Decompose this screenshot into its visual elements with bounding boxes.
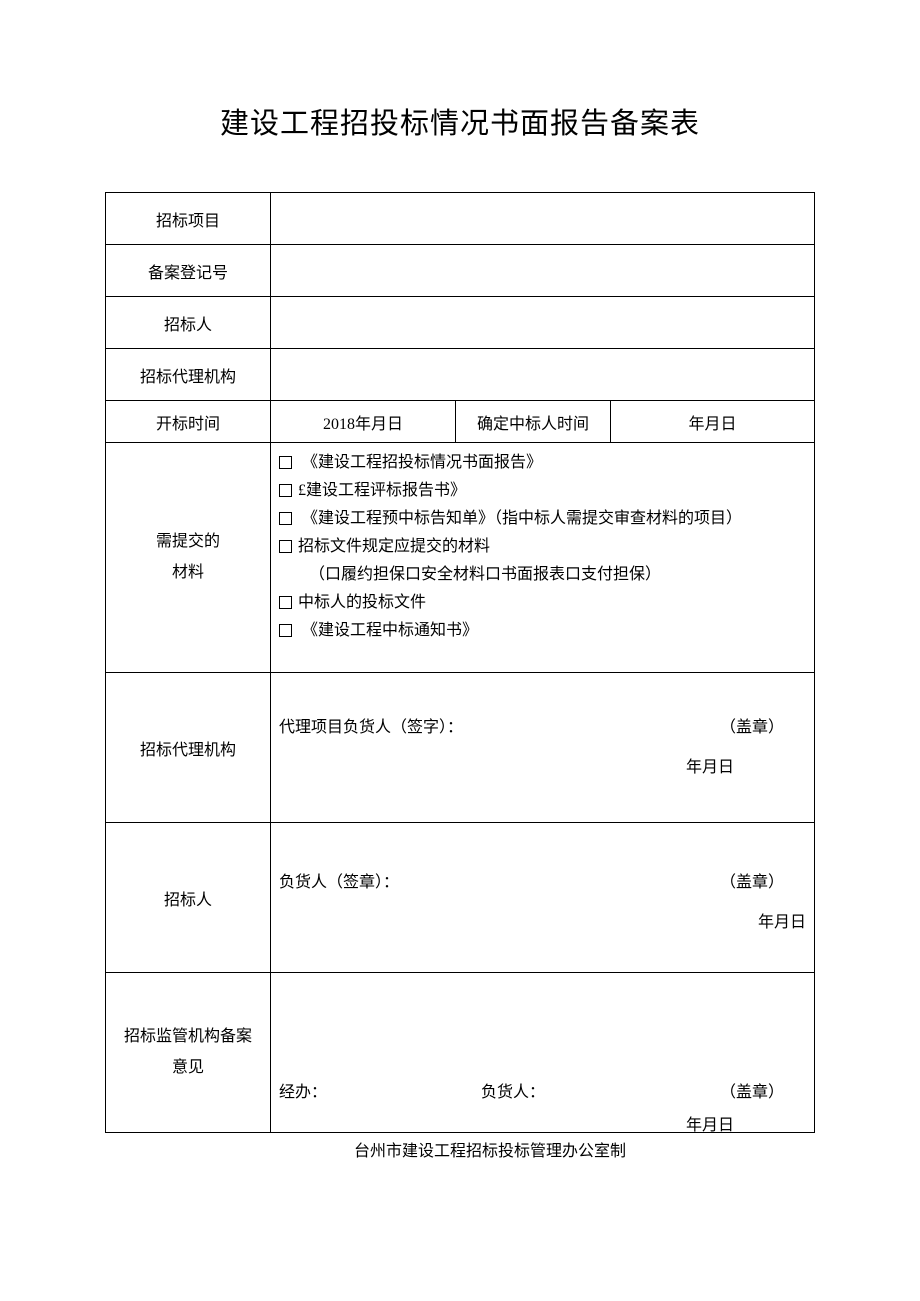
supervisor-manager-text: 负货人：	[481, 1078, 545, 1102]
materials-label-line2: 材料	[172, 564, 204, 581]
table-row: 招标代理机构 代理项目负货人（签字）： （盖章） 年月日	[106, 673, 815, 823]
material-item: £建设工程评标报告书》	[298, 482, 466, 499]
open-time-label: 开标时间	[106, 401, 271, 443]
project-label: 招标项目	[106, 193, 271, 245]
project-value	[271, 193, 815, 245]
agency-date-text: 年月日	[686, 753, 734, 777]
agency-sig-label: 招标代理机构	[106, 673, 271, 823]
materials-label: 需提交的 材料	[106, 443, 271, 673]
supervisor-seal-text: （盖章）	[720, 1078, 784, 1102]
open-time-value: 2018年月日	[271, 401, 456, 443]
supervisor-handler-text: 经办：	[279, 1078, 327, 1102]
table-row: 需提交的 材料 《建设工程招投标情况书面报告》 £建设工程评标报告书》 《建设工…	[106, 443, 815, 673]
page-title: 建设工程招投标情况书面报告备案表	[105, 100, 815, 142]
record-no-label: 备案登记号	[106, 245, 271, 297]
agency-seal-text: （盖章）	[720, 713, 784, 737]
table-row: 招标人 负货人（签章）： （盖章） 年月日	[106, 823, 815, 973]
confirm-time-value: 年月日	[611, 401, 815, 443]
tenderer-label: 招标人	[106, 297, 271, 349]
tenderer-date-text: 年月日	[758, 908, 806, 932]
materials-content: 《建设工程招投标情况书面报告》 £建设工程评标报告书》 《建设工程预中标告知单》…	[271, 443, 815, 673]
supervisor-date-text: 年月日	[686, 1111, 734, 1135]
confirm-time-label: 确定中标人时间	[456, 401, 611, 443]
agency-signer-text: 代理项目负货人（签字）：	[279, 713, 463, 737]
checkbox-icon	[279, 596, 292, 609]
agency-sig-cell: 代理项目负货人（签字）： （盖章） 年月日	[271, 673, 815, 823]
material-item: 《建设工程中标通知书》	[302, 622, 478, 639]
checkbox-icon	[279, 512, 292, 525]
table-row: 招标监管机构备案 意见 经办： 负货人： （盖章） 年月日	[106, 973, 815, 1133]
checkbox-icon	[279, 484, 292, 497]
tenderer-sig-label: 招标人	[106, 823, 271, 973]
tenderer-seal-text: （盖章）	[720, 868, 784, 892]
table-row: 开标时间 2018年月日 确定中标人时间 年月日	[106, 401, 815, 443]
materials-label-line1: 需提交的	[156, 533, 220, 550]
tenderer-signer-text: 负货人（签章）：	[279, 868, 399, 892]
tenderer-sig-cell: 负货人（签章）： （盖章） 年月日	[271, 823, 815, 973]
material-item: 《建设工程招投标情况书面报告》	[302, 454, 542, 471]
table-row: 招标项目	[106, 193, 815, 245]
checkbox-icon	[279, 624, 292, 637]
material-item: 《建设工程预中标告知单》（指中标人需提交审查材料的项目）	[302, 510, 742, 527]
supervisor-label-line1: 招标监管机构备案	[124, 1028, 252, 1045]
checkbox-icon	[279, 540, 292, 553]
table-row: 招标代理机构	[106, 349, 815, 401]
table-row: 招标人	[106, 297, 815, 349]
material-item-sub: （口履约担保口安全材料口书面报表口支付担保）	[309, 566, 661, 583]
tenderer-value	[271, 297, 815, 349]
supervisor-sig-label: 招标监管机构备案 意见	[106, 973, 271, 1133]
material-item: 中标人的投标文件	[298, 594, 426, 611]
material-item: 招标文件规定应提交的材料	[298, 538, 490, 555]
supervisor-sig-cell: 经办： 负货人： （盖章） 年月日	[271, 973, 815, 1133]
agency-label: 招标代理机构	[106, 349, 271, 401]
filing-form-table: 招标项目 备案登记号 招标人 招标代理机构 开标时间 2018年月日 确定中标人…	[105, 192, 815, 1133]
table-row: 备案登记号	[106, 245, 815, 297]
supervisor-label-line2: 意见	[172, 1059, 204, 1076]
footer-text: 台州市建设工程招标投标管理办公室制	[105, 1137, 815, 1161]
agency-value	[271, 349, 815, 401]
checkbox-icon	[279, 456, 292, 469]
record-no-value	[271, 245, 815, 297]
